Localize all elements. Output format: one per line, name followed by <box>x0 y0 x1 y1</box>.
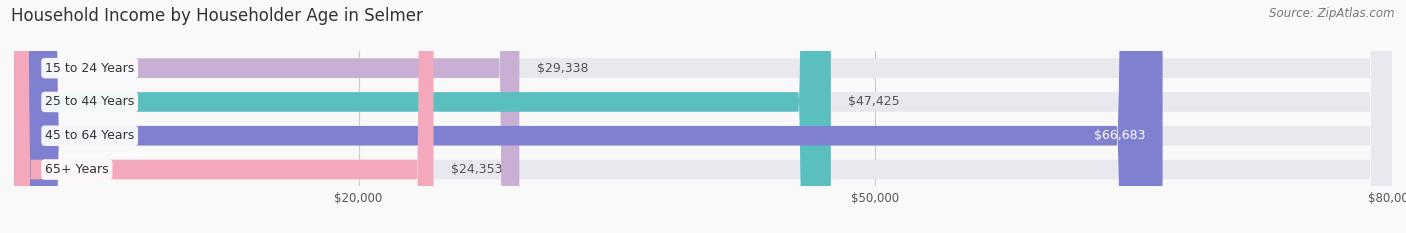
Text: 45 to 64 Years: 45 to 64 Years <box>45 129 135 142</box>
Text: $66,683: $66,683 <box>1094 129 1146 142</box>
Text: Household Income by Householder Age in Selmer: Household Income by Householder Age in S… <box>11 7 423 25</box>
Text: 65+ Years: 65+ Years <box>45 163 108 176</box>
FancyBboxPatch shape <box>14 0 831 233</box>
FancyBboxPatch shape <box>14 0 1392 233</box>
Text: Source: ZipAtlas.com: Source: ZipAtlas.com <box>1270 7 1395 20</box>
FancyBboxPatch shape <box>14 0 1392 233</box>
Text: 25 to 44 Years: 25 to 44 Years <box>45 96 135 108</box>
Text: $29,338: $29,338 <box>537 62 588 75</box>
Text: 15 to 24 Years: 15 to 24 Years <box>45 62 135 75</box>
FancyBboxPatch shape <box>14 0 433 233</box>
FancyBboxPatch shape <box>14 0 1392 233</box>
Text: $24,353: $24,353 <box>451 163 502 176</box>
FancyBboxPatch shape <box>14 0 1392 233</box>
FancyBboxPatch shape <box>14 0 519 233</box>
FancyBboxPatch shape <box>14 0 1163 233</box>
Text: $47,425: $47,425 <box>848 96 900 108</box>
